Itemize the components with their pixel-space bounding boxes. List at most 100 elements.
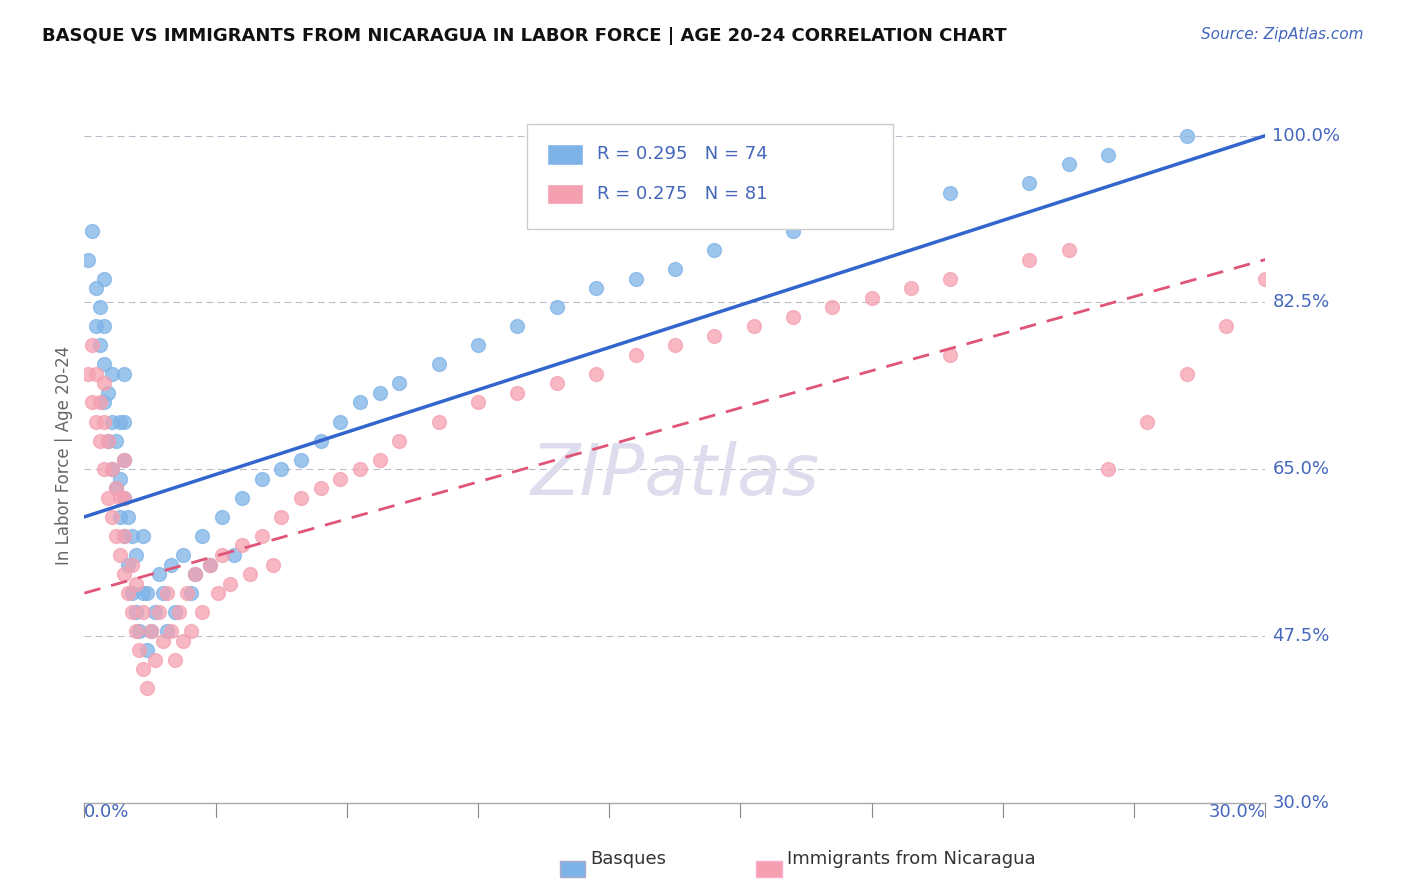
Point [1057, 157, 1080, 171]
Point [108, 548, 131, 562]
Point [939, 271, 962, 285]
Point [546, 376, 568, 391]
Point [108, 491, 131, 505]
Point [77, 367, 100, 381]
Point [97, 491, 120, 505]
Point [211, 509, 233, 524]
Point [84, 367, 107, 381]
Text: Basques: Basques [591, 850, 666, 868]
Text: R = 0.275   N = 81: R = 0.275 N = 81 [598, 185, 768, 203]
Point [101, 462, 124, 476]
Point [624, 271, 647, 285]
Point [309, 434, 332, 448]
Point [467, 395, 489, 409]
Point [349, 462, 371, 476]
Point [624, 348, 647, 362]
Point [585, 281, 607, 295]
Point [290, 452, 312, 467]
Point [124, 624, 146, 639]
Point [104, 481, 127, 495]
Point [112, 491, 135, 505]
Point [742, 319, 765, 334]
Point [222, 548, 245, 562]
Point [148, 567, 170, 582]
Point [89, 434, 111, 448]
Point [93, 395, 115, 409]
Point [101, 462, 124, 476]
Point [427, 415, 450, 429]
Point [136, 586, 159, 600]
Point [128, 624, 150, 639]
Point [664, 262, 686, 277]
Point [148, 605, 170, 619]
Point [250, 472, 273, 486]
Point [939, 348, 962, 362]
Point [136, 681, 159, 696]
Point [219, 576, 242, 591]
Point [112, 452, 135, 467]
Point [152, 586, 174, 600]
Point [101, 367, 124, 381]
Point [860, 291, 883, 305]
Point [368, 452, 391, 467]
Point [156, 624, 179, 639]
Point [117, 509, 139, 524]
Point [1254, 271, 1277, 285]
Text: Immigrants from Nicaragua: Immigrants from Nicaragua [787, 850, 1036, 868]
Point [782, 224, 804, 238]
Point [176, 586, 198, 600]
Point [104, 529, 127, 543]
Point [132, 662, 155, 676]
Point [124, 605, 146, 619]
Point [97, 434, 120, 448]
Point [141, 624, 163, 639]
Point [180, 586, 202, 600]
Point [136, 643, 159, 657]
Point [101, 509, 124, 524]
Point [93, 357, 115, 371]
Point [89, 338, 111, 352]
Point [97, 434, 120, 448]
Point [108, 472, 131, 486]
Point [368, 386, 391, 401]
Point [124, 548, 146, 562]
Point [84, 281, 107, 295]
Point [141, 624, 163, 639]
Point [93, 319, 115, 334]
Point [1215, 319, 1237, 334]
Point [262, 558, 284, 572]
Point [1136, 415, 1159, 429]
Point [108, 415, 131, 429]
Point [939, 186, 962, 200]
Point [132, 605, 155, 619]
Point [104, 481, 127, 495]
Point [349, 395, 371, 409]
Point [546, 300, 568, 314]
Point [112, 491, 135, 505]
Point [211, 548, 233, 562]
Y-axis label: In Labor Force | Age 20-24: In Labor Force | Age 20-24 [55, 345, 73, 565]
Point [329, 472, 352, 486]
Text: 47.5%: 47.5% [1272, 627, 1330, 645]
Point [89, 300, 111, 314]
Text: BASQUE VS IMMIGRANTS FROM NICARAGUA IN LABOR FORCE | AGE 20-24 CORRELATION CHART: BASQUE VS IMMIGRANTS FROM NICARAGUA IN L… [42, 27, 1007, 45]
Point [101, 415, 124, 429]
Point [821, 300, 844, 314]
Point [250, 529, 273, 543]
Text: R = 0.295   N = 74: R = 0.295 N = 74 [598, 145, 768, 163]
Point [180, 624, 202, 639]
Point [270, 509, 292, 524]
Point [231, 539, 253, 553]
Point [112, 567, 135, 582]
Point [585, 367, 607, 381]
Point [93, 462, 115, 476]
Point [1097, 462, 1119, 476]
Point [160, 558, 183, 572]
Point [309, 481, 332, 495]
Point [121, 529, 143, 543]
Point [132, 529, 155, 543]
Text: 30.0%: 30.0% [1209, 803, 1265, 821]
Point [388, 376, 411, 391]
Point [156, 586, 179, 600]
Point [329, 415, 352, 429]
